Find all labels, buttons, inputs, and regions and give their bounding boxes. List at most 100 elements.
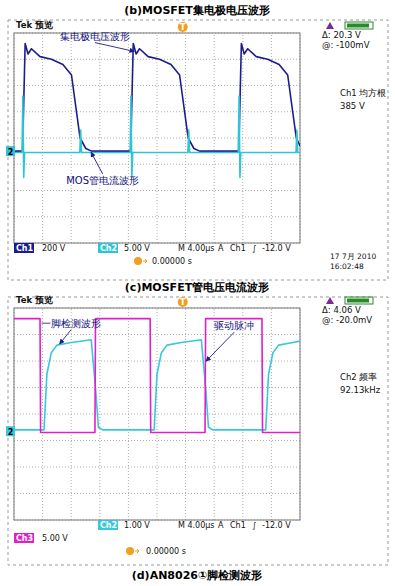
grid-line bbox=[14, 190, 300, 191]
grid-line bbox=[14, 164, 300, 165]
traces bbox=[14, 319, 300, 433]
grid-line bbox=[42, 33, 43, 243]
footer-text: M 4.00µs bbox=[178, 521, 215, 530]
waveform bbox=[14, 96, 300, 177]
grid-line bbox=[271, 33, 272, 243]
grid-line bbox=[42, 308, 43, 520]
header: Tek 预览 bbox=[16, 20, 53, 30]
screen-border bbox=[8, 297, 388, 565]
waveform bbox=[14, 319, 300, 433]
footer-text: M 4.00µs bbox=[178, 244, 215, 253]
cursor-readout: Δ: 20.3 V bbox=[322, 30, 361, 40]
caption: (d)AN8026①脚检测波形 bbox=[132, 569, 263, 582]
screen-border bbox=[8, 20, 388, 280]
footer-text: Ch1 bbox=[230, 244, 246, 253]
offset-arrow bbox=[135, 549, 139, 553]
footer-text: -12.0 V bbox=[262, 244, 291, 253]
header: Tek 预览 bbox=[16, 295, 53, 305]
footer-text: Ch1 bbox=[230, 521, 246, 530]
date-time: 16:02:48 bbox=[330, 262, 364, 271]
ground-marker-label: 2 bbox=[8, 148, 14, 157]
grid-line bbox=[14, 111, 300, 112]
grid-line bbox=[14, 493, 300, 494]
footer-text: -12.0 V bbox=[262, 521, 291, 530]
grid-line bbox=[14, 414, 300, 415]
grid-line bbox=[14, 334, 300, 335]
annotation-arrow bbox=[60, 330, 71, 344]
annotation-arrow bbox=[91, 152, 102, 174]
measurement: Ch1 均方根 bbox=[340, 88, 386, 98]
trigger-marker bbox=[178, 22, 188, 32]
grid-line bbox=[14, 361, 300, 362]
battery-fill bbox=[347, 299, 369, 303]
ground-marker-label: 2 bbox=[8, 428, 14, 437]
channel-label: Ch2 bbox=[100, 521, 117, 530]
grid-line bbox=[214, 33, 215, 243]
channel-box bbox=[14, 243, 34, 253]
grid-line bbox=[99, 308, 100, 520]
offset-icon bbox=[126, 547, 134, 555]
ground-marker bbox=[6, 146, 15, 156]
grid-line bbox=[271, 308, 272, 520]
annotation-arrow bbox=[206, 332, 234, 361]
trigger-marker bbox=[178, 297, 188, 307]
status-icon bbox=[326, 22, 334, 29]
grid-line bbox=[14, 138, 300, 139]
footer-text: A bbox=[218, 521, 224, 530]
footer-text: A bbox=[218, 244, 224, 253]
channel-label: Ch3 bbox=[16, 534, 33, 543]
measurement: Ch2 频率 bbox=[340, 372, 377, 382]
channel-box bbox=[98, 243, 118, 253]
footer-text: 200 V bbox=[42, 244, 66, 253]
annotation: 驱动脉冲 bbox=[214, 320, 254, 331]
annotation: 一脚检测波形 bbox=[41, 318, 101, 329]
grid-line bbox=[157, 308, 158, 520]
battery-icon bbox=[345, 297, 373, 304]
annotation-arrow bbox=[95, 43, 134, 52]
caption: (c)MOSFET管电压电流波形 bbox=[125, 281, 269, 294]
cursor-readout: Δ: 4.06 V bbox=[322, 305, 361, 315]
annotation: 集电极电压波形 bbox=[60, 31, 130, 42]
scope-screen: 集电极电压波形 MOS管电流波形 2 T Tek 预览 Δ: 20.3 V@: -100m… bbox=[6, 20, 388, 280]
grid-line bbox=[214, 308, 215, 520]
channel-box bbox=[14, 533, 34, 543]
footer-text: 5.00 V bbox=[42, 534, 68, 543]
waveform bbox=[14, 44, 300, 152]
channel-box bbox=[98, 520, 118, 530]
traces bbox=[14, 44, 300, 178]
grid-line bbox=[99, 33, 100, 243]
grid-line bbox=[157, 33, 158, 243]
cursor-readout: @: -20.0mV bbox=[322, 315, 372, 325]
channel-label: Ch1 bbox=[16, 244, 34, 253]
grid-line bbox=[14, 440, 300, 441]
battery-fill bbox=[347, 24, 369, 28]
caption: (b)MOSFET集电极电压波形 bbox=[124, 4, 270, 17]
measurement: 92.13kHz bbox=[340, 385, 381, 395]
waveform bbox=[14, 340, 300, 430]
grid-line bbox=[14, 467, 300, 468]
trigger-label: T bbox=[180, 23, 186, 32]
footer-text: ∫ bbox=[252, 244, 256, 253]
date-time: 17 7月 2010 bbox=[330, 252, 376, 261]
grid-line bbox=[14, 85, 300, 86]
measurement: 385 V bbox=[340, 101, 365, 111]
plot-frame bbox=[14, 308, 300, 520]
cursor-readout: @: -100mV bbox=[322, 40, 370, 50]
time-offset: 0.00000 s bbox=[146, 547, 186, 556]
grid-line bbox=[14, 216, 300, 217]
scope-page: (b)MOSFET集电极电压波形 (c)MOSFET管电压电流波形 (d)AN802… bbox=[0, 0, 395, 586]
footer-text: 5.00 V bbox=[124, 244, 150, 253]
annotation: MOS管电流波形 bbox=[66, 175, 139, 186]
footer-text: ∫ bbox=[252, 521, 256, 530]
offset-icon bbox=[134, 257, 142, 265]
battery-icon bbox=[345, 22, 373, 29]
time-offset: 0.00000 s bbox=[152, 257, 192, 266]
status-icon bbox=[326, 297, 334, 304]
plot-frame bbox=[14, 33, 300, 243]
ground-marker bbox=[6, 426, 15, 436]
channel-label: Ch2 bbox=[100, 244, 117, 253]
footer-text: 1.00 V bbox=[124, 521, 150, 530]
trigger-label: T bbox=[180, 298, 186, 307]
scope-screen: 一脚检测波形 驱动脉冲 2 T Tek 预览 Δ: 4.06 V@: -20.0mV Ch2… bbox=[6, 295, 388, 565]
offset-arrow bbox=[143, 259, 147, 263]
